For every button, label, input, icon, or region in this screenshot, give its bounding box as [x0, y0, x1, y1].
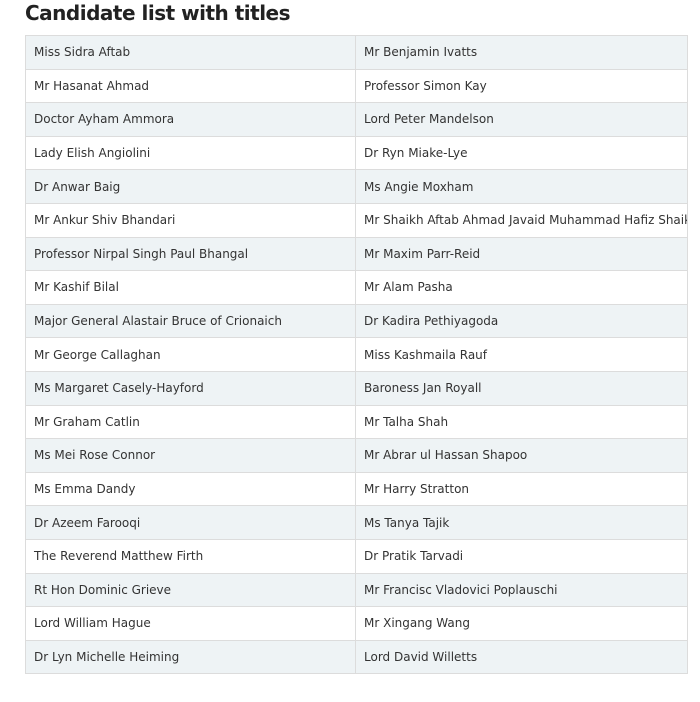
- table-cell: Major General Alastair Bruce of Crionaic…: [25, 303, 356, 339]
- table-row: Ms Emma Dandy Mr Harry Stratton: [25, 471, 688, 507]
- table-cell: Lord Peter Mandelson: [355, 102, 688, 137]
- table-row: Mr Ankur Shiv Bhandari Mr Shaikh Aftab Ah…: [25, 202, 688, 238]
- table-cell: Mr Benjamin Ivatts: [355, 35, 688, 70]
- table-cell: Mr Talha Shah: [355, 404, 688, 440]
- table-row: Professor Nirpal Singh Paul Bhangal Mr Ma…: [25, 236, 688, 272]
- table-row: Doctor Ayham Ammora Lord Peter Mandelson: [25, 102, 688, 137]
- table-cell: Mr Alam Pasha: [355, 270, 688, 305]
- table-row: Dr Lyn Michelle Heiming Lord David Willet…: [25, 639, 688, 675]
- candidate-table: Miss Sidra Aftab Mr Benjamin Ivatts Mr Has…: [25, 35, 688, 675]
- table-cell: Mr Shaikh Aftab Ahmad Javaid Muhammad Ha…: [355, 202, 688, 238]
- table-cell: Mr Hasanat Ahmad: [25, 68, 356, 104]
- table-row: The Reverend Matthew Firth Dr Pratik Tarv…: [25, 538, 688, 574]
- table-cell: Mr George Callaghan: [25, 337, 356, 372]
- table-cell: Miss Kashmaila Rauf: [355, 337, 688, 372]
- table-row: Lord William Hague Mr Xingang Wang: [25, 606, 688, 641]
- table-cell: Ms Mei Rose Connor: [25, 438, 356, 473]
- title: Candidate list with titles: [25, 1, 291, 25]
- table-cell: Lady Elish Angiolini: [25, 135, 356, 171]
- table-row: Ms Mei Rose Connor Mr Abrar ul Hassan Sha…: [25, 438, 688, 473]
- table-cell: Dr Anwar Baig: [25, 169, 356, 204]
- table-cell: Dr Azeem Farooqi: [25, 505, 356, 540]
- table-cell: Dr Pratik Tarvadi: [355, 538, 688, 574]
- table-cell: Mr Harry Stratton: [355, 471, 688, 507]
- table-row: Lady Elish Angiolini Dr Ryn Miake-Lye: [25, 135, 688, 171]
- table-cell: Mr Ankur Shiv Bhandari: [25, 202, 356, 238]
- table-cell: Lord David Willetts: [355, 639, 688, 675]
- table-cell: Dr Ryn Miake-Lye: [355, 135, 688, 171]
- table-cell: Ms Angie Moxham: [355, 169, 688, 204]
- table-row: Mr Hasanat Ahmad Professor Simon Kay: [25, 68, 688, 104]
- table-cell: Professor Simon Kay: [355, 68, 688, 104]
- table-cell: Dr Kadira Pethiyagoda: [355, 303, 688, 339]
- table-cell: Mr Abrar ul Hassan Shapoo: [355, 438, 688, 473]
- table-row: Rt Hon Dominic Grieve Mr Francisc Vladovi…: [25, 572, 688, 608]
- table-cell: Mr Francisc Vladovici Poplauschi: [355, 572, 688, 608]
- table-cell: Dr Lyn Michelle Heiming: [25, 639, 356, 675]
- table-row: Mr Graham Catlin Mr Talha Shah: [25, 404, 688, 440]
- table-cell: Baroness Jan Royall: [355, 370, 688, 406]
- table-row: Major General Alastair Bruce of Crionaic…: [25, 303, 688, 339]
- table-cell: Doctor Ayham Ammora: [25, 102, 356, 137]
- table-row: Mr Kashif Bilal Mr Alam Pasha: [25, 270, 688, 305]
- table-cell: Miss Sidra Aftab: [25, 35, 356, 70]
- table-cell: Mr Maxim Parr-Reid: [355, 236, 688, 272]
- table-cell: The Reverend Matthew Firth: [25, 538, 356, 574]
- table-cell: Ms Margaret Casely-Hayford: [25, 370, 356, 406]
- table-cell: Ms Tanya Tajik: [355, 505, 688, 540]
- table-cell: Mr Kashif Bilal: [25, 270, 356, 305]
- table-cell: Lord William Hague: [25, 606, 356, 641]
- table-row: Dr Anwar Baig Ms Angie Moxham: [25, 169, 688, 204]
- table-cell: Rt Hon Dominic Grieve: [25, 572, 356, 608]
- table-cell: Professor Nirpal Singh Paul Bhangal: [25, 236, 356, 272]
- table-row: Mr George Callaghan Miss Kashmaila Rauf: [25, 337, 688, 372]
- table-cell: Mr Xingang Wang: [355, 606, 688, 641]
- table-cell: Ms Emma Dandy: [25, 471, 356, 507]
- table-row: Ms Margaret Casely-Hayford Baroness Jan R…: [25, 370, 688, 406]
- table-row: Miss Sidra Aftab Mr Benjamin Ivatts: [25, 35, 688, 70]
- table-cell: Mr Graham Catlin: [25, 404, 356, 440]
- table-row: Dr Azeem Farooqi Ms Tanya Tajik: [25, 505, 688, 540]
